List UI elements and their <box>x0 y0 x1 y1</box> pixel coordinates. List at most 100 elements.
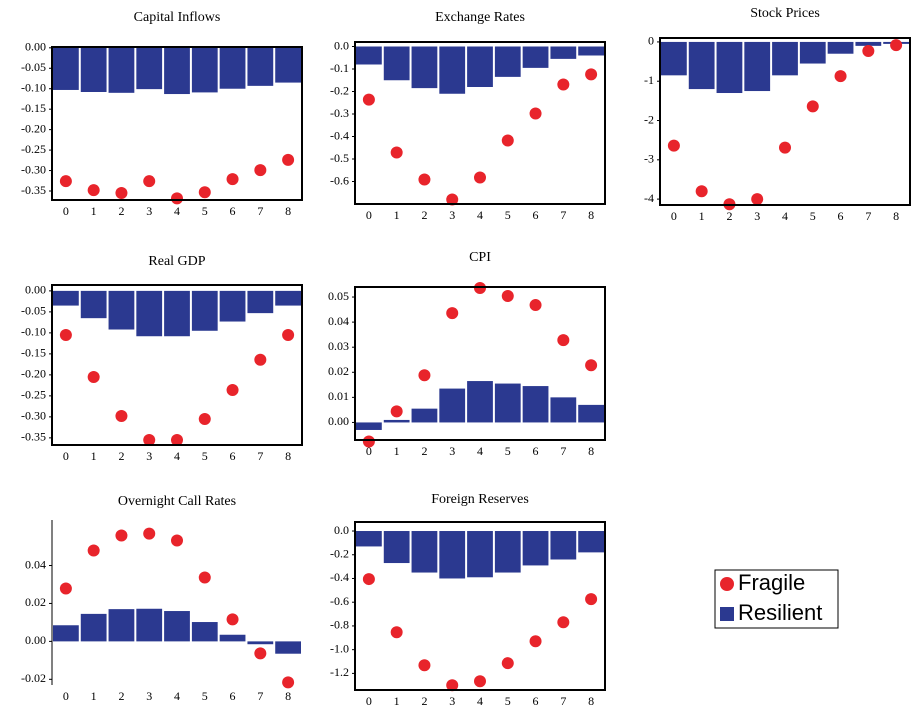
bar <box>53 290 79 306</box>
bar <box>550 397 577 423</box>
x-tick-label: 6 <box>230 204 236 218</box>
y-tick-label: 0.00 <box>328 414 349 428</box>
bar <box>467 46 493 87</box>
bar <box>219 47 246 89</box>
y-tick-label: -1.2 <box>330 665 349 679</box>
bar <box>219 634 246 642</box>
y-tick-label: -0.25 <box>21 142 46 156</box>
x-tick-label: 8 <box>285 204 291 218</box>
chart-title: Real GDP <box>148 254 205 269</box>
x-tick-label: 1 <box>91 689 97 703</box>
dot <box>115 410 128 423</box>
bar <box>578 46 604 56</box>
y-tick-label: 0.04 <box>328 314 349 328</box>
dot <box>282 676 295 689</box>
dot <box>59 328 72 341</box>
y-tick-label: 0.05 <box>328 289 349 303</box>
x-tick-label: 4 <box>477 694 483 707</box>
x-tick-label: 3 <box>146 449 152 463</box>
dot <box>751 193 764 206</box>
y-tick-label: -0.2 <box>330 83 349 97</box>
plot-frame <box>659 37 911 206</box>
chart-title: CPI <box>469 250 491 265</box>
bar <box>688 41 715 90</box>
x-tick-label: 3 <box>449 444 455 458</box>
y-tick-label: -0.35 <box>21 183 46 197</box>
y-tick-label: -0.6 <box>330 594 349 608</box>
y-tick-label: -0.15 <box>21 101 46 115</box>
y-tick-label: -0.6 <box>330 173 349 187</box>
dot <box>115 529 128 542</box>
y-tick-label: 0.04 <box>25 557 46 571</box>
x-tick-label: 1 <box>91 204 97 218</box>
dot <box>226 173 239 186</box>
dot <box>362 435 375 448</box>
bar <box>53 625 79 642</box>
legend-box <box>714 569 839 629</box>
dot <box>87 370 100 383</box>
bar <box>578 404 604 423</box>
x-tick-label: 6 <box>533 444 539 458</box>
x-tick-label: 5 <box>505 208 511 222</box>
dot <box>143 175 156 188</box>
dot <box>282 153 295 166</box>
y-tick-label: 0.0 <box>334 523 349 537</box>
bar <box>661 41 687 76</box>
chart-title: Foreign Reserves <box>431 492 529 507</box>
bar <box>191 622 218 642</box>
x-tick-label: 8 <box>588 208 594 222</box>
x-tick-label: 7 <box>865 209 871 223</box>
bar <box>275 641 301 654</box>
bar <box>247 47 274 86</box>
x-tick-label: 0 <box>366 208 372 222</box>
dot <box>667 139 680 152</box>
x-tick-label: 1 <box>394 444 400 458</box>
y-tick-label: -2 <box>644 112 654 126</box>
dot <box>198 186 211 199</box>
y-tick-label: 0.02 <box>328 364 349 378</box>
legend-label: Fragile <box>738 570 805 595</box>
x-tick-label: 2 <box>726 209 732 223</box>
x-tick-label: 7 <box>560 444 566 458</box>
bar <box>467 381 493 423</box>
x-tick-label: 6 <box>838 209 844 223</box>
bar <box>494 383 521 423</box>
x-tick-label: 4 <box>782 209 788 223</box>
chart-title: Capital Inflows <box>134 10 221 25</box>
bar <box>467 531 493 578</box>
x-tick-label: 8 <box>285 449 291 463</box>
bar <box>383 531 410 564</box>
x-tick-label: 0 <box>366 444 372 458</box>
x-tick-label: 3 <box>146 204 152 218</box>
y-tick-label: -0.05 <box>21 60 46 74</box>
x-tick-label: 4 <box>174 689 180 703</box>
chart-title: Stock Prices <box>750 6 820 21</box>
dot <box>474 282 486 295</box>
dot <box>557 78 570 91</box>
bar <box>411 408 438 423</box>
bar <box>275 290 301 306</box>
x-tick-label: 0 <box>63 689 69 703</box>
dot <box>171 433 183 446</box>
x-tick-label: 6 <box>533 694 539 707</box>
dot <box>254 164 267 177</box>
bar <box>411 46 438 89</box>
x-tick-label: 7 <box>560 208 566 222</box>
dot <box>890 39 903 52</box>
bar <box>439 46 466 94</box>
y-tick-label: -0.20 <box>21 367 46 381</box>
bar <box>191 47 218 93</box>
bar <box>219 290 246 322</box>
x-tick-label: 3 <box>146 689 152 703</box>
bar <box>356 422 382 430</box>
y-tick-label: -0.30 <box>21 162 46 176</box>
dot <box>806 100 819 113</box>
dot <box>529 107 542 120</box>
dot <box>87 544 100 557</box>
dot <box>59 175 72 188</box>
chart-title: Overnight Call Rates <box>118 494 236 509</box>
dot <box>862 44 875 57</box>
x-tick-label: 2 <box>421 444 427 458</box>
dot <box>390 146 403 159</box>
